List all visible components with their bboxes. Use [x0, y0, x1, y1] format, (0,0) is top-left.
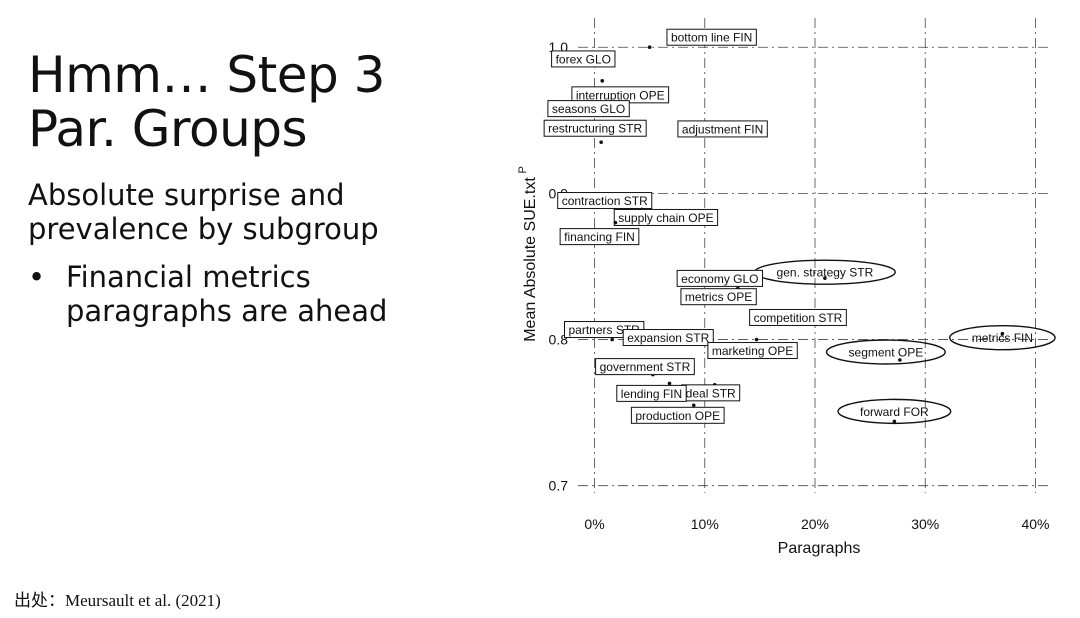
- data-point-label: lending FIN: [621, 387, 682, 401]
- label-box: [551, 50, 616, 68]
- data-point: [600, 79, 605, 83]
- data-point-label: partners STR: [568, 323, 640, 337]
- slide-title-line-2: Par. Groups: [28, 100, 308, 158]
- data-point-label: government STR: [600, 360, 691, 374]
- label-box: [666, 28, 757, 46]
- label-box: [557, 192, 653, 210]
- x-tick-label: 20%: [801, 516, 829, 532]
- data-point-label: interruption OPE: [576, 88, 665, 102]
- highlight-ellipse: [825, 339, 946, 365]
- slide-subtitle: Absolute surprise and prevalence by subg…: [28, 178, 379, 246]
- data-point-label: bottom line FIN: [671, 31, 752, 45]
- label-box: [595, 358, 695, 376]
- scatter-chart: 0%10%20%30%40%0.70.80.91.0ParagraphsMean…: [517, 18, 1056, 557]
- data-point: [898, 358, 902, 362]
- data-point: [610, 337, 614, 342]
- data-point-label: forex GLO: [556, 52, 611, 66]
- label-box: [543, 119, 647, 137]
- data-point-label: marketing OPE: [712, 344, 793, 358]
- data-point-label: forward FOR: [860, 405, 929, 419]
- data-point-label: expansion STR: [627, 331, 709, 345]
- x-tick-label: 40%: [1021, 516, 1049, 532]
- data-point-label: seasons GLO: [552, 102, 625, 116]
- bullet-marker: •: [28, 260, 46, 294]
- label-box: [613, 208, 719, 226]
- label-box: [677, 120, 768, 138]
- data-point-label: production OPE: [635, 409, 720, 423]
- data-point: [667, 381, 672, 386]
- label-box: [676, 269, 764, 287]
- y-axis-label: Mean Absolute SUE.txt: [522, 177, 539, 342]
- y-tick-label: 0.8: [549, 332, 569, 348]
- data-point-label: restructuring STR: [548, 122, 642, 136]
- label-box: [749, 308, 847, 326]
- data-point-label: competition STR: [754, 311, 843, 325]
- data-point-label: metrics OPE: [685, 290, 752, 304]
- data-point: [647, 45, 652, 50]
- y-axis-label-superscript: P: [517, 166, 529, 173]
- source-citation: 出处：Meursault et al. (2021): [14, 591, 221, 610]
- data-point: [754, 337, 759, 342]
- label-box: [622, 329, 714, 347]
- x-tick-label: 10%: [691, 516, 719, 532]
- data-point: [613, 220, 618, 225]
- data-point-label: economy GLO: [681, 272, 758, 286]
- x-axis-label: Paragraphs: [778, 540, 861, 557]
- label-box: [707, 342, 798, 360]
- slide-title-line-1: Hmm… Step 3: [28, 46, 385, 104]
- label-box: [547, 100, 630, 118]
- data-point: [691, 403, 696, 408]
- data-point: [599, 140, 603, 145]
- x-tick-label: 0%: [584, 516, 604, 532]
- bullet-text: Financial metrics paragraphs are ahead: [66, 260, 388, 328]
- y-tick-label: 0.7: [549, 478, 569, 494]
- data-point-label: supply chain OPE: [618, 211, 713, 225]
- label-box: [630, 406, 725, 424]
- data-point: [823, 276, 827, 280]
- highlight-ellipse: [949, 324, 1056, 351]
- slide-title: Hmm… Step 3 Par. Groups: [28, 48, 385, 156]
- data-point-label: deal STR: [686, 386, 736, 400]
- data-point-label: gen. strategy STR: [777, 266, 874, 280]
- data-point-label: metrics FIN: [972, 331, 1033, 345]
- label-box: [616, 384, 687, 402]
- data-point-label: financing FIN: [564, 230, 635, 244]
- data-point-label: segment OPE: [849, 346, 924, 360]
- x-tick-label: 30%: [911, 516, 939, 532]
- data-point: [1000, 331, 1005, 336]
- label-box: [559, 228, 640, 246]
- data-point: [892, 419, 897, 424]
- highlight-ellipse: [837, 398, 952, 425]
- bullet-point: • Financial metrics paragraphs are ahead: [28, 260, 428, 328]
- data-point-label: contraction STR: [562, 194, 648, 208]
- label-box: [680, 288, 757, 306]
- data-point-label: adjustment FIN: [682, 122, 763, 136]
